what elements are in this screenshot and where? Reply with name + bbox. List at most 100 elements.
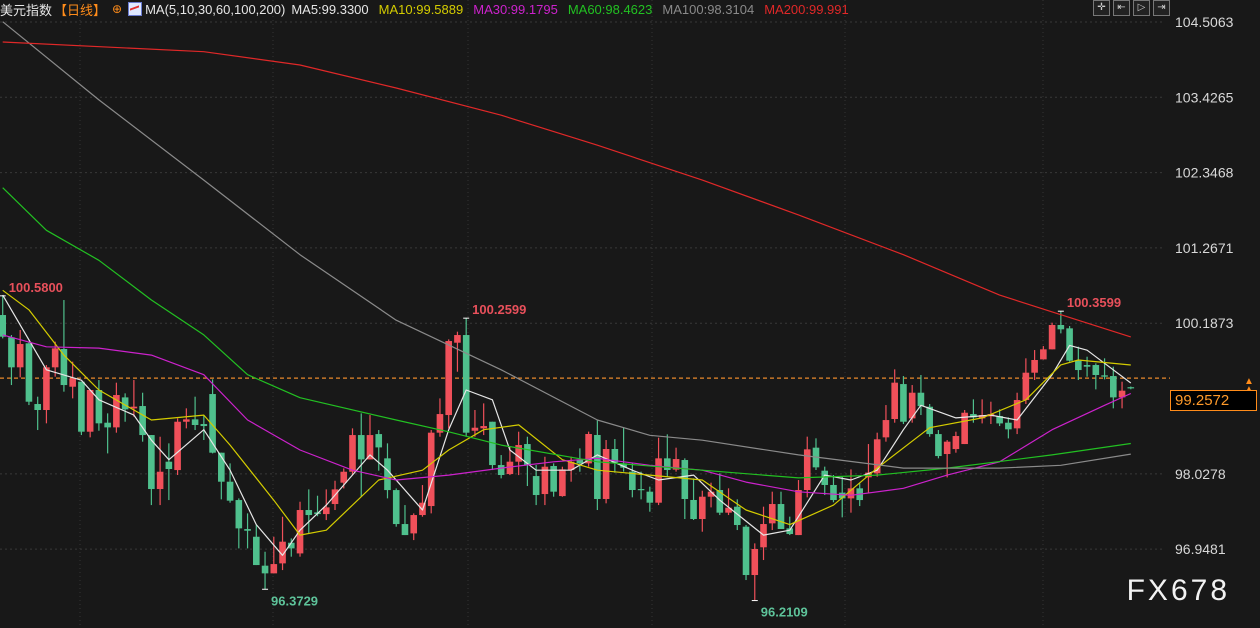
candle-body xyxy=(366,435,374,460)
candle-body xyxy=(156,471,164,490)
candle xyxy=(183,408,190,429)
candle xyxy=(305,489,313,534)
ma-chart-icon[interactable] xyxy=(128,2,143,16)
candle xyxy=(86,389,94,438)
candle xyxy=(699,490,706,532)
candle-body xyxy=(664,458,671,470)
candle-body xyxy=(908,392,916,419)
candle-body xyxy=(436,414,444,433)
price-annotation-high: 100.5800 xyxy=(9,280,63,295)
candle xyxy=(401,505,409,536)
watermark-logo: FX678 xyxy=(1126,574,1230,607)
ma-line-ma10 xyxy=(2,289,1131,536)
candle-body xyxy=(139,406,146,436)
candle xyxy=(830,475,837,503)
candle xyxy=(681,458,689,520)
candle-body xyxy=(357,435,365,460)
candle-body xyxy=(891,382,898,420)
candle xyxy=(34,396,41,431)
candle-body xyxy=(322,507,330,515)
candle-body xyxy=(401,524,409,536)
candle xyxy=(1092,363,1100,390)
candle-body xyxy=(629,471,636,491)
candle xyxy=(357,413,365,497)
candle xyxy=(454,331,461,372)
candle-body xyxy=(681,460,689,500)
price-annotation-low: 96.3729 xyxy=(271,593,318,608)
candle xyxy=(69,361,76,399)
ma-line-ma60 xyxy=(2,187,1131,479)
candle xyxy=(1031,350,1038,381)
candle-body xyxy=(524,444,531,466)
candle-body xyxy=(1083,365,1091,367)
candle xyxy=(1075,346,1082,381)
candle-body xyxy=(585,434,592,464)
candle xyxy=(191,396,199,431)
candle-body xyxy=(602,448,610,500)
candle-body xyxy=(200,424,208,427)
candle xyxy=(392,488,400,527)
candle-body xyxy=(86,389,94,432)
candle-body xyxy=(270,564,278,574)
candle-body xyxy=(410,515,418,534)
candle-body xyxy=(1066,328,1073,361)
candle-body xyxy=(113,395,120,428)
circle-plus-icon[interactable]: ⊕ xyxy=(112,2,123,16)
candle xyxy=(768,491,776,531)
candle-body xyxy=(25,343,33,402)
candle xyxy=(655,437,662,506)
candle-body xyxy=(768,504,776,524)
candle-body xyxy=(0,315,6,337)
candle-body xyxy=(445,341,452,416)
candle xyxy=(926,404,933,437)
y-tick-label: 96.9481 xyxy=(1175,541,1226,557)
candle xyxy=(174,418,181,476)
exit-icon[interactable]: ⇥ xyxy=(1153,0,1170,16)
candle-body xyxy=(672,459,680,470)
candle xyxy=(1127,386,1135,390)
ma-legend: MA5:99.3300 MA10:99.5889 MA30:99.1795 MA60:… xyxy=(291,2,858,17)
candle xyxy=(427,430,435,514)
candle xyxy=(541,456,549,506)
candle xyxy=(121,393,129,422)
candle-body xyxy=(1092,365,1100,375)
period-selector[interactable]: 【日线】 xyxy=(54,2,107,18)
candle-body xyxy=(725,507,732,513)
candle-body xyxy=(926,406,933,435)
candle xyxy=(550,463,557,497)
candle xyxy=(375,430,383,471)
step-back-icon[interactable]: ⇤ xyxy=(1113,0,1130,16)
y-tick-label: 98.0278 xyxy=(1175,466,1226,482)
candle xyxy=(261,551,269,590)
candle-body xyxy=(253,536,260,566)
candle-body xyxy=(716,490,724,513)
play-icon[interactable]: ▷ xyxy=(1133,0,1150,16)
candle-body xyxy=(471,427,479,431)
scroll-up-icon[interactable]: ▲▲ xyxy=(1244,376,1254,395)
candle-body xyxy=(78,381,85,432)
ma-line-ma5 xyxy=(2,294,1132,556)
candle-body xyxy=(532,476,540,496)
candle-body xyxy=(506,461,514,475)
candle-body xyxy=(349,435,356,472)
candle-body xyxy=(60,348,68,386)
ma-line-ma100 xyxy=(2,21,1131,469)
candle xyxy=(244,513,251,549)
ma-legend-item: MA30:99.1795 xyxy=(473,1,558,17)
candle-body xyxy=(375,434,383,448)
candle xyxy=(690,478,697,520)
candle-body xyxy=(1101,375,1108,377)
candle xyxy=(943,440,951,478)
candle xyxy=(900,376,907,425)
candle xyxy=(1048,322,1056,350)
candle xyxy=(559,466,566,497)
candle xyxy=(812,438,820,470)
candle-body xyxy=(69,378,76,387)
candle xyxy=(795,480,802,536)
candle xyxy=(156,436,164,506)
candle xyxy=(0,295,6,339)
y-tick-label: 102.3468 xyxy=(1175,165,1234,181)
crosshair-icon[interactable]: ✛ xyxy=(1093,0,1110,16)
candle-body xyxy=(34,404,41,411)
